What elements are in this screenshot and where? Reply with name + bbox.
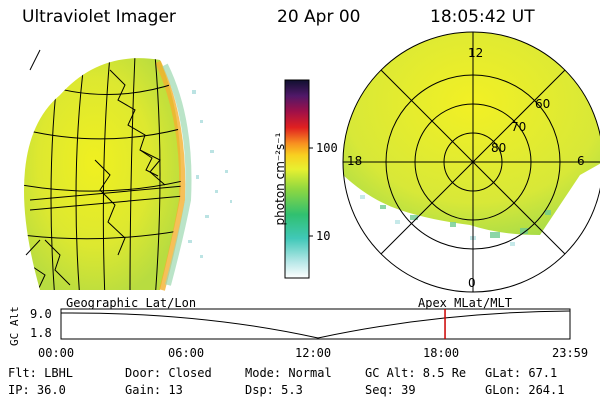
timeline-right-label: Apex MLat/MLT [418, 296, 512, 310]
coastlines [29, 69, 166, 290]
gc-alt-info: GC Alt: 8.5 Re [365, 366, 467, 380]
dsp-info: Dsp: 5.3 [245, 383, 303, 397]
altitude-curve [60, 310, 571, 339]
ip-info: IP: 36.0 [8, 383, 66, 397]
timeline-xtick-1200: 12:00 [295, 346, 332, 360]
mlt-label-12: 12 [468, 46, 484, 60]
timeline-ytick-max: 9.0 [30, 307, 52, 321]
colorbar-tick-10: 10 [316, 229, 331, 243]
timeline-left-label: Geographic Lat/Lon [66, 296, 197, 310]
timeline-xtick-1800: 18:00 [423, 346, 460, 360]
dayglow-speckle [188, 90, 232, 258]
gain-info: Gain: 13 [125, 383, 183, 397]
lat-label-60: 60 [535, 97, 551, 111]
lat-label-70: 70 [511, 120, 527, 134]
door-info: Door: Closed [125, 366, 212, 380]
timeline-ytick-min: 1.8 [30, 326, 52, 340]
earth-disk [24, 58, 181, 290]
mode-info: Mode: Normal [245, 366, 332, 380]
seq-info: Seq: 39 [365, 383, 416, 397]
filter-info: Flt: LBHL [8, 366, 74, 380]
timeline-xtick-0600: 06:00 [168, 346, 205, 360]
mlt-label-0: 0 [468, 276, 476, 290]
mlt-label-6: 6 [577, 154, 585, 168]
timeline-xtick-0000: 00:00 [38, 346, 75, 360]
mlt-label-18: 18 [347, 154, 363, 168]
glon-info: GLon: 264.1 [485, 383, 565, 397]
instrument-title: Ultraviolet Imager [22, 7, 176, 27]
date-label: 20 Apr 00 [277, 7, 361, 27]
colorbar-tick-100: 100 [316, 141, 338, 155]
glat-info: GLat: 67.1 [485, 366, 558, 380]
timeline-xtick-2359: 23:59 [552, 346, 589, 360]
lat-label-80: 80 [491, 141, 507, 155]
time-label: 18:05:42 UT [430, 7, 535, 27]
